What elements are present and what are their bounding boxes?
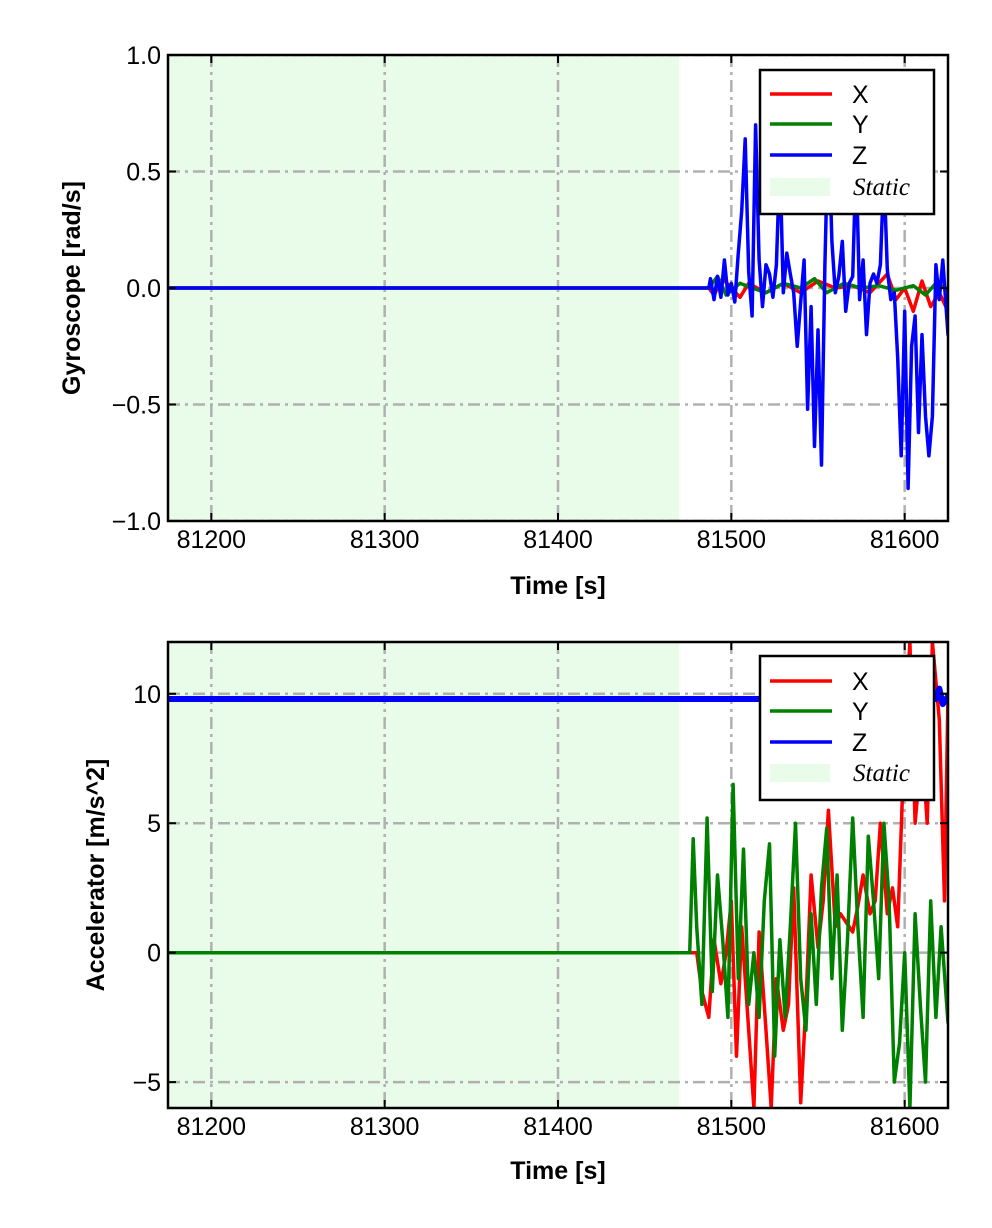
gyroscope-legend-x-label: X — [852, 81, 869, 109]
gyroscope-legend: X Y Z Static — [758, 68, 936, 216]
accelerator-plot-frame — [166, 640, 950, 1110]
accelerator-static-region — [168, 642, 680, 1108]
accelerator-static-region-layer — [168, 642, 680, 1108]
accelerator-x-ticks: 81200 81300 81400 81500 81600 — [177, 642, 940, 1141]
accelerator-x-axis-label: Time [s] — [510, 1157, 605, 1185]
accelerator-legend-static-label: Static — [853, 760, 910, 787]
accelerator-x-tick-label: 81300 — [350, 1113, 420, 1141]
gyroscope-series-layer — [168, 118, 948, 491]
gyroscope-y-axis-label: Gyroscope [rad/s] — [58, 181, 86, 395]
gyroscope-y-tick-label: −0.5 — [112, 392, 161, 420]
gyroscope-plot-frame — [166, 53, 950, 523]
accelerator-legend-static-swatch — [770, 764, 830, 782]
gyroscope-x-tick-label: 81600 — [870, 526, 940, 554]
gyroscope-chart: 81200 81300 81400 81500 81600 −1.0 −0.5 0.0 0.5… — [58, 42, 950, 600]
gyroscope-x-tick-label: 81400 — [523, 526, 593, 554]
gyroscope-series-y-line — [168, 274, 948, 297]
accelerator-x-tick-label: 81200 — [177, 1113, 247, 1141]
gyroscope-y-tick-label: 1.0 — [126, 42, 161, 70]
gyroscope-x-axis-label: Time [s] — [510, 572, 605, 600]
accelerator-y-tick-label: 5 — [147, 810, 161, 838]
gyroscope-y-tick-label: 0.0 — [126, 275, 161, 303]
accelerator-legend-x-label: X — [852, 668, 869, 696]
accelerator-x-tick-label: 81600 — [870, 1113, 940, 1141]
accelerator-legend-z-label: Z — [852, 729, 867, 757]
accelerator-y-tick-label: 0 — [147, 940, 161, 968]
accelerator-x-tick-label: 81400 — [523, 1113, 593, 1141]
accelerator-series-y-line — [168, 782, 948, 1108]
gyroscope-legend-static-swatch — [770, 178, 830, 196]
accelerator-y-ticks: −5 0 5 10 — [132, 681, 948, 1097]
accelerator-x-tick-label: 81500 — [697, 1113, 767, 1141]
gyroscope-legend-y-label: Y — [852, 111, 869, 139]
gyroscope-x-tick-label: 81500 — [697, 526, 767, 554]
gyroscope-y-tick-label: −1.0 — [112, 508, 161, 536]
gyroscope-legend-z-label: Z — [852, 142, 867, 170]
gyroscope-x-tick-label: 81200 — [177, 526, 247, 554]
gyroscope-x-tick-label: 81300 — [350, 526, 420, 554]
gyroscope-x-ticks: 81200 81300 81400 81500 81600 — [177, 55, 940, 554]
accelerator-y-tick-label: −5 — [132, 1069, 161, 1097]
accelerator-legend: X Y Z Static — [758, 654, 936, 802]
gyroscope-y-tick-label: 0.5 — [126, 159, 161, 187]
accelerator-chart: 81200 81300 81400 81500 81600 −5 0 5 10 Time [s… — [82, 640, 950, 1185]
accelerator-y-tick-label: 10 — [133, 681, 161, 709]
accelerator-legend-y-label: Y — [852, 698, 869, 726]
accelerator-y-axis-label: Accelerator [m/s^2] — [82, 759, 110, 992]
gyroscope-legend-static-label: Static — [853, 174, 910, 201]
gyroscope-series-z-line — [168, 118, 948, 491]
